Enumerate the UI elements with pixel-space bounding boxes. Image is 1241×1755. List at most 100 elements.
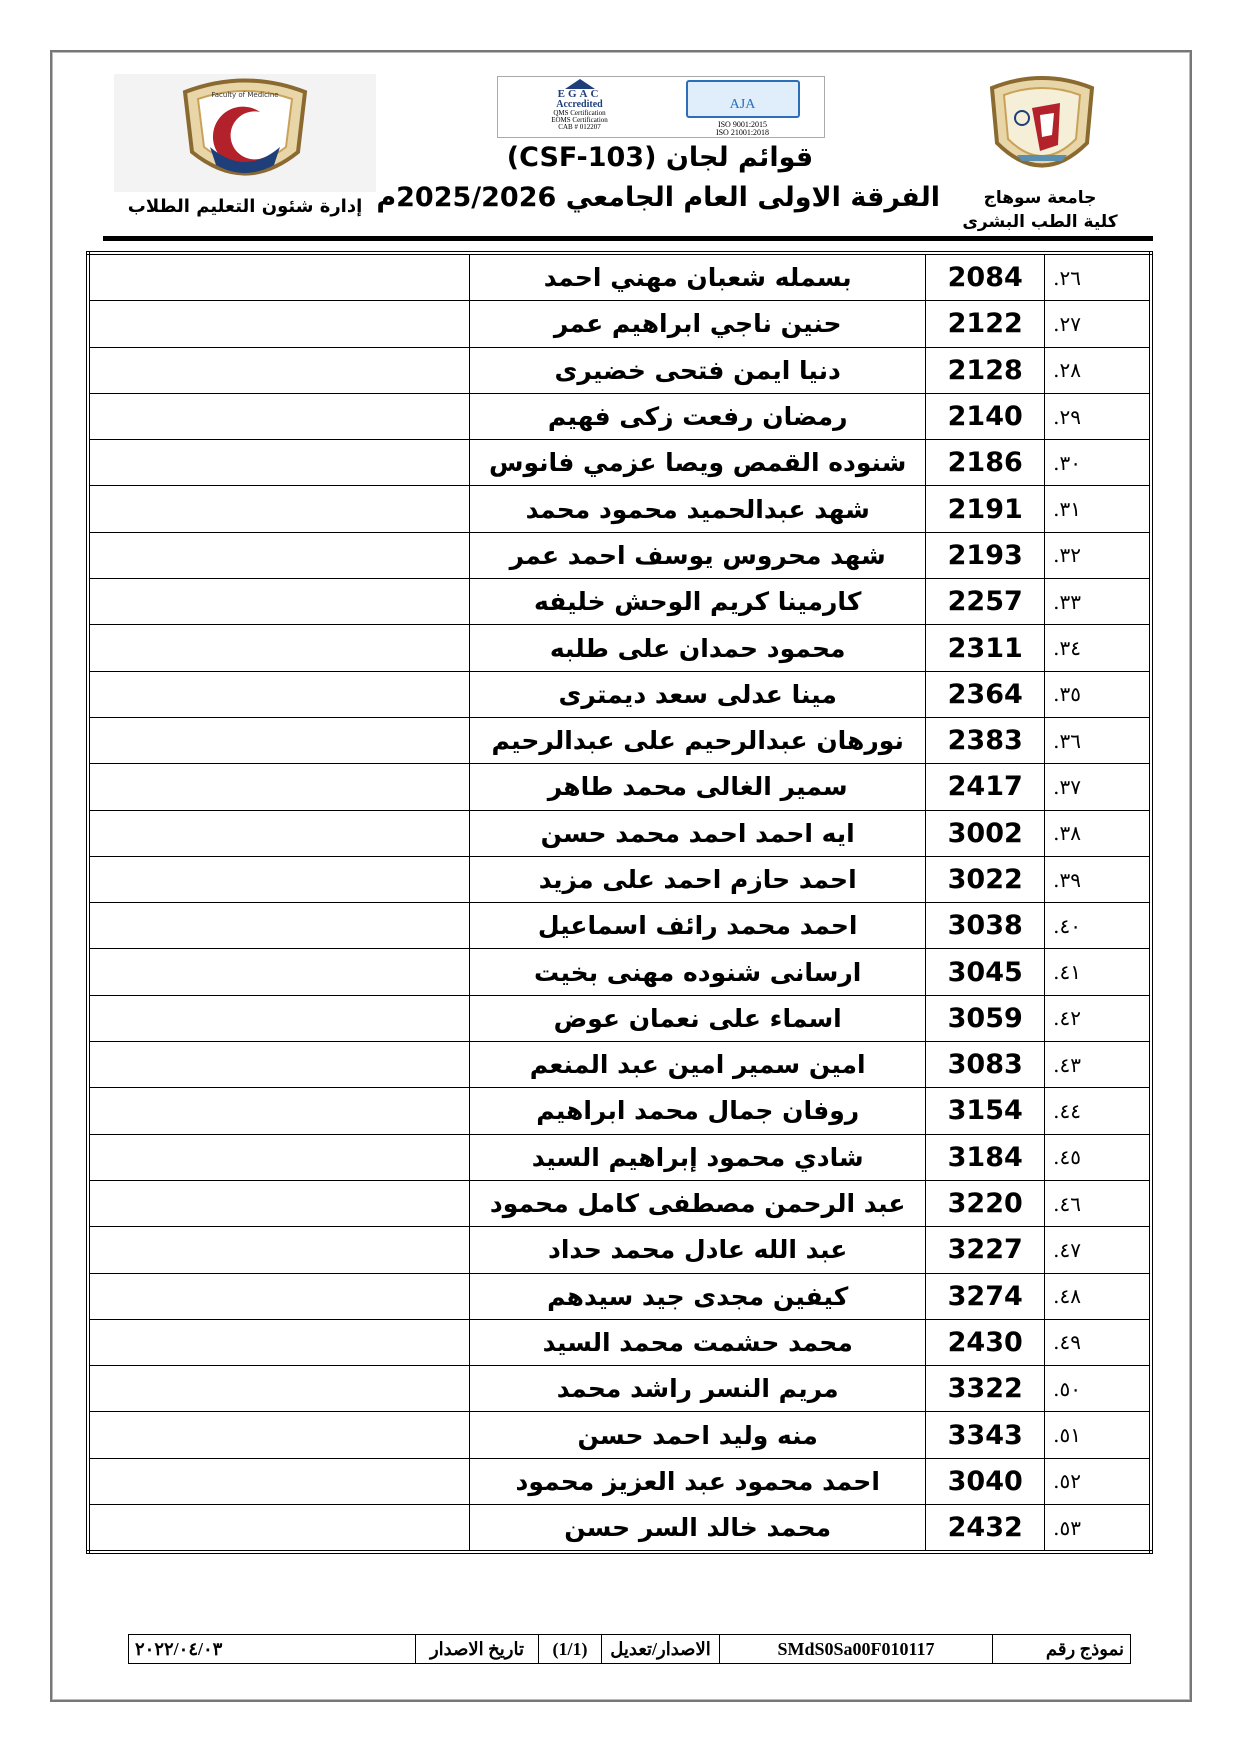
table-row: ٤٩. 2430 محمد حشمت محمد السيد (87, 1318, 1152, 1367)
serial-cell: ٣٦. (1044, 716, 1152, 765)
page-title: قوائم لجان (CSF-103) (506, 142, 814, 173)
serial-cell: ٢٦. (1044, 252, 1152, 302)
egac-logo: EGAC Accredited QMS Certification EOMS C… (498, 77, 661, 137)
code-cell: 2128 (925, 346, 1046, 394)
name-cell: منه وليد احمد حسن (469, 1411, 927, 1459)
serial-cell: ٣٤. (1044, 624, 1152, 672)
code-cell: 3274 (925, 1272, 1046, 1320)
table-row: ٤٨. 3274 كيفين مجدى جيد سيدهم (87, 1272, 1152, 1320)
name-cell: كيفين مجدى جيد سيدهم (469, 1272, 927, 1320)
code-cell: 2186 (925, 439, 1046, 487)
empty-cell (87, 1411, 471, 1459)
serial-cell: ٣١. (1044, 485, 1152, 533)
name-cell: شادي محمود إبراهيم السيد (469, 1133, 927, 1181)
name-cell: محمد خالد السر حسن (469, 1504, 927, 1553)
empty-cell (87, 1226, 471, 1274)
name-cell: احمد حازم احمد على مزيد (469, 855, 927, 904)
serial-cell: ٣٠. (1044, 439, 1152, 487)
form-number-label: نموذج رقم (992, 1634, 1131, 1664)
serial-cell: ٣٩. (1044, 855, 1152, 904)
form-footer: نموذج رقم SMdS0Sa00F010117 الاصدار/تعديل… (128, 1634, 1131, 1664)
table-row: ٤٧. 3227 عبد الله عادل محمد حداد (87, 1226, 1152, 1274)
table-row: ٣٦. 2383 نورهان عبدالرحيم على عبدالرحيم (87, 716, 1152, 765)
department-name: إدارة شئون التعليم الطلاب (127, 196, 363, 217)
empty-cell (87, 1041, 471, 1089)
name-cell: بسمله شعبان مهني احمد (469, 252, 927, 302)
code-cell: 2432 (925, 1504, 1046, 1553)
code-cell: 3038 (925, 902, 1046, 950)
code-cell: 2122 (925, 300, 1046, 348)
table-row: ٤٤. 3154 روفان جمال محمد ابراهيم (87, 1087, 1152, 1135)
table-row: ٤١. 3045 ارسانى شنوده مهنى بخيت (87, 948, 1152, 996)
code-cell: 2383 (925, 716, 1046, 765)
table-row: ٢٦. 2084 بسمله شعبان مهني احمد (87, 252, 1152, 302)
name-cell: محمود حمدان على طلبه (469, 624, 927, 672)
name-cell: حنين ناجي ابراهيم عمر (469, 300, 927, 348)
code-cell: 3002 (925, 809, 1046, 857)
empty-cell (87, 1457, 471, 1506)
name-cell: ارسانى شنوده مهنى بخيت (469, 948, 927, 996)
code-cell: 2084 (925, 252, 1046, 302)
code-cell: 3022 (925, 855, 1046, 904)
serial-cell: ٤٤. (1044, 1087, 1152, 1135)
name-cell: ايه احمد احمد محمد حسن (469, 809, 927, 857)
table-row: ٣٣. 2257 كارمينا كريم الوحش خليفه (87, 578, 1152, 626)
name-cell: عبد الله عادل محمد حداد (469, 1226, 927, 1274)
empty-cell (87, 809, 471, 857)
faculty-name: كلية الطب البشرى (962, 212, 1118, 232)
name-cell: احمد محمد رائف اسماعيل (469, 902, 927, 950)
table-row: ٤٢. 3059 اسماء على نعمان عوض (87, 994, 1152, 1043)
serial-cell: ٤٠. (1044, 902, 1152, 950)
serial-cell: ٢٧. (1044, 300, 1152, 348)
name-cell: اسماء على نعمان عوض (469, 994, 927, 1043)
empty-cell (87, 624, 471, 672)
serial-cell: ٤٥. (1044, 1133, 1152, 1181)
page-frame (50, 50, 1192, 1702)
faculty-of-medicine-logo: Faculty of Medicine (114, 74, 376, 192)
name-cell: رمضان رفعت زكى فهيم (469, 392, 927, 441)
name-cell: دنيا ايمن فتحى خضيرى (469, 346, 927, 394)
page-subtitle: الفرقة الاولى العام الجامعي 2025/2026م (376, 182, 940, 213)
empty-cell (87, 1365, 471, 1413)
serial-cell: ٥٣. (1044, 1504, 1152, 1553)
serial-cell: ٤٩. (1044, 1318, 1152, 1367)
serial-cell: ٢٨. (1044, 346, 1152, 394)
name-cell: مينا عدلى سعد ديمترى (469, 670, 927, 718)
table-row: ٤٣. 3083 امين سمير امين عبد المنعم (87, 1041, 1152, 1089)
serial-cell: ٤٦. (1044, 1179, 1152, 1228)
table-row: ٥٠. 3322 مريم النسر راشد محمد (87, 1365, 1152, 1413)
serial-cell: ٣٧. (1044, 763, 1152, 811)
empty-cell (87, 346, 471, 394)
table-row: ٣٠. 2186 شنوده القمص ويصا عزمي فانوس (87, 439, 1152, 487)
empty-cell (87, 439, 471, 487)
code-cell: 3045 (925, 948, 1046, 996)
code-cell: 3184 (925, 1133, 1046, 1181)
table-row: ٣١. 2191 شهد عبدالحميد محمود محمد (87, 485, 1152, 533)
issue-date-label: تاريخ الاصدار (415, 1634, 539, 1664)
empty-cell (87, 1133, 471, 1181)
table-row: ٣٤. 2311 محمود حمدان على طلبه (87, 624, 1152, 672)
code-cell: 2140 (925, 392, 1046, 441)
table-row: ٣٧. 2417 سمير الغالى محمد طاهر (87, 763, 1152, 811)
code-cell: 2430 (925, 1318, 1046, 1367)
empty-cell (87, 252, 471, 302)
code-cell: 2257 (925, 578, 1046, 626)
name-cell: عبد الرحمن مصطفى كامل محمود (469, 1179, 927, 1228)
serial-cell: ٤٢. (1044, 994, 1152, 1043)
table-row: ٢٧. 2122 حنين ناجي ابراهيم عمر (87, 300, 1152, 348)
empty-cell (87, 716, 471, 765)
code-cell: 2193 (925, 531, 1046, 580)
header-divider (103, 236, 1153, 241)
serial-cell: ٥١. (1044, 1411, 1152, 1459)
issue-date: ٢٠٢٢/٠٤/٠٣ (128, 1634, 416, 1664)
serial-cell: ٥٢. (1044, 1457, 1152, 1506)
serial-cell: ٤٨. (1044, 1272, 1152, 1320)
code-cell: 2191 (925, 485, 1046, 533)
code-cell: 3059 (925, 994, 1046, 1043)
code-cell: 3322 (925, 1365, 1046, 1413)
table-row: ٣٢. 2193 شهد محروس يوسف احمد عمر (87, 531, 1152, 580)
code-cell: 3227 (925, 1226, 1046, 1274)
name-cell: شهد محروس يوسف احمد عمر (469, 531, 927, 580)
empty-cell (87, 994, 471, 1043)
aja-logo: AJA ISO 9001:2015 ISO 21001:2018 (661, 77, 824, 137)
